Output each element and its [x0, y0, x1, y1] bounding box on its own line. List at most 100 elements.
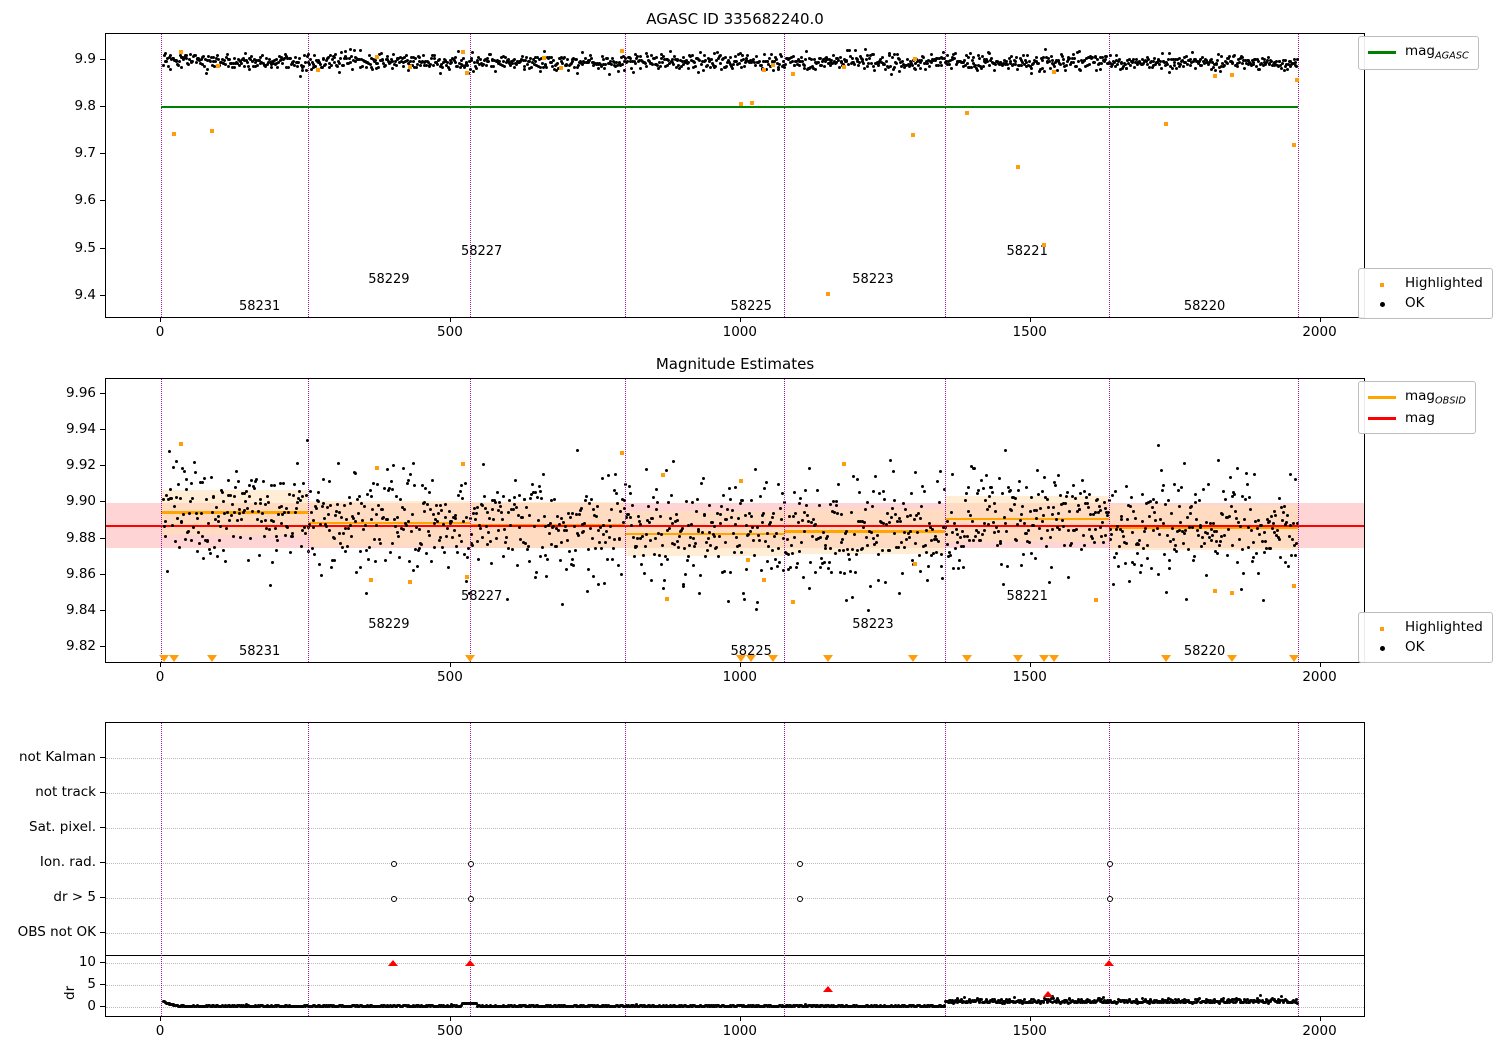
scatter-point-ok-p2	[732, 551, 736, 555]
scatter-point-ok-p2	[736, 544, 740, 548]
scatter-point-ok-p2	[1250, 559, 1254, 563]
scatter-point-ok-p1	[306, 53, 310, 57]
scatter-point-ok-p1	[1048, 59, 1052, 63]
scatter-point-ok-p2	[241, 510, 245, 514]
scatter-point-ok-p1	[848, 55, 852, 59]
scatter-point-ok-p1	[1160, 51, 1164, 55]
scatter-point-ok-p1	[335, 65, 339, 69]
scatter-point-ok-p1	[466, 63, 470, 67]
scatter-point-ok-p1	[1071, 60, 1075, 64]
scatter-point-ok-p2	[413, 484, 417, 488]
scatter-point-highlighted-p2	[790, 600, 795, 605]
scatter-point-ok-p2	[499, 505, 503, 509]
scatter-point-ok-p2	[828, 546, 832, 550]
scatter-point-ok-p1	[891, 67, 895, 71]
scatter-point-ok-p2	[765, 532, 769, 536]
scatter-point-ok-p1	[764, 67, 768, 71]
scatter-point-ok-p1	[715, 58, 719, 62]
scatter-point-ok-p2	[602, 524, 606, 528]
scatter-point-ok-p1	[398, 61, 402, 65]
scatter-point-ok-p1	[276, 65, 280, 69]
scatter-point-ok-p2	[453, 517, 457, 521]
scatter-point-ok-p2	[854, 552, 858, 556]
scatter-point-ok-p2	[1253, 473, 1257, 477]
scatter-point-ok-p1	[1027, 59, 1031, 63]
scatter-point-ok-p1	[512, 58, 516, 62]
scatter-point-ok-p1	[297, 61, 301, 65]
scatter-point-ok-p1	[659, 56, 663, 60]
scatter-point-ok-p2	[703, 513, 707, 517]
scatter-point-ok-p1	[373, 59, 377, 63]
flag-marker-dr----	[468, 896, 475, 902]
scatter-point-ok-p2	[440, 508, 444, 512]
scatter-point-ok-p1	[198, 58, 202, 62]
dr-point	[1100, 1000, 1104, 1004]
scatter-point-ok-p2	[488, 517, 492, 521]
scatter-point-ok-p2	[1098, 526, 1102, 530]
scatter-point-ok-p1	[868, 57, 872, 61]
scatter-point-ok-p1	[282, 58, 286, 62]
scatter-point-ok-p1	[163, 52, 167, 56]
scatter-point-ok-p1	[1211, 61, 1215, 65]
scatter-point-ok-p2	[1283, 523, 1287, 527]
scatter-point-ok-p1	[779, 53, 783, 57]
scatter-point-ok-p2	[404, 524, 408, 528]
legend-points-panel2: Highlighted OK	[1358, 612, 1493, 664]
scatter-point-ok-p2	[519, 537, 523, 541]
scatter-point-ok-p2	[325, 505, 329, 509]
scatter-point-ok-p1	[911, 63, 915, 67]
scatter-point-ok-p1	[743, 61, 747, 65]
scatter-point-ok-p1	[914, 62, 918, 66]
scatter-point-ok-p1	[432, 56, 436, 60]
scatter-point-ok-p2	[1097, 504, 1101, 508]
scatter-point-ok-p2	[209, 475, 213, 479]
scatter-point-ok-p1	[1279, 63, 1283, 67]
scatter-point-ok-p2	[1119, 515, 1123, 519]
scatter-point-ok-p2	[606, 473, 610, 477]
scatter-point-ok-p2	[236, 479, 240, 483]
scatter-point-ok-p2	[1176, 488, 1180, 492]
scatter-point-ok-p1	[613, 61, 617, 65]
scatter-point-ok-p1	[1246, 62, 1250, 66]
scatter-point-ok-p2	[1074, 496, 1078, 500]
scatter-point-ok-p2	[967, 509, 971, 513]
scatter-point-ok-p1	[552, 58, 556, 62]
scatter-point-ok-p1	[1207, 63, 1211, 67]
scatter-point-ok-p2	[885, 511, 889, 515]
scatter-point-ok-p2	[807, 587, 811, 591]
scatter-point-ok-p1	[414, 57, 418, 61]
scatter-point-ok-p1	[472, 60, 476, 64]
scatter-point-ok-p2	[574, 512, 578, 516]
scatter-point-ok-p2	[1161, 522, 1165, 526]
scatter-point-ok-p2	[531, 491, 535, 495]
scatter-point-ok-p2	[1194, 500, 1198, 504]
scatter-point-ok-p2	[356, 498, 360, 502]
scatter-point-ok-p1	[651, 62, 655, 66]
scatter-point-ok-p2	[337, 531, 341, 535]
scatter-point-ok-p2	[876, 579, 880, 583]
scatter-point-ok-p2	[973, 466, 977, 470]
scatter-point-ok-p2	[270, 518, 274, 522]
scatter-point-highlighted-p2	[1292, 583, 1297, 588]
dr-point	[988, 1001, 992, 1005]
scatter-point-ok-p1	[869, 62, 873, 66]
scatter-point-ok-p2	[257, 554, 261, 558]
scatter-point-ok-p1	[529, 57, 533, 61]
scatter-point-highlighted-p1	[375, 54, 380, 59]
scatter-point-ok-p1	[545, 65, 549, 69]
scatter-point-ok-p1	[288, 56, 292, 60]
scatter-point-ok-p2	[239, 535, 243, 539]
scatter-point-ok-p1	[349, 48, 353, 52]
scatter-point-ok-p1	[470, 56, 474, 60]
scatter-point-ok-p1	[853, 49, 857, 53]
scatter-point-ok-p1	[260, 61, 264, 65]
scatter-point-ok-p2	[771, 548, 775, 552]
scatter-point-ok-p1	[1189, 57, 1193, 61]
scatter-point-ok-p2	[652, 552, 656, 556]
scatter-point-ok-p2	[668, 517, 672, 521]
scatter-point-ok-p2	[1231, 544, 1235, 548]
scatter-point-highlighted-p2	[761, 578, 766, 583]
dr-point	[996, 1001, 1000, 1004]
scatter-point-ok-p1	[1028, 65, 1032, 69]
scatter-point-ok-p1	[821, 57, 825, 61]
